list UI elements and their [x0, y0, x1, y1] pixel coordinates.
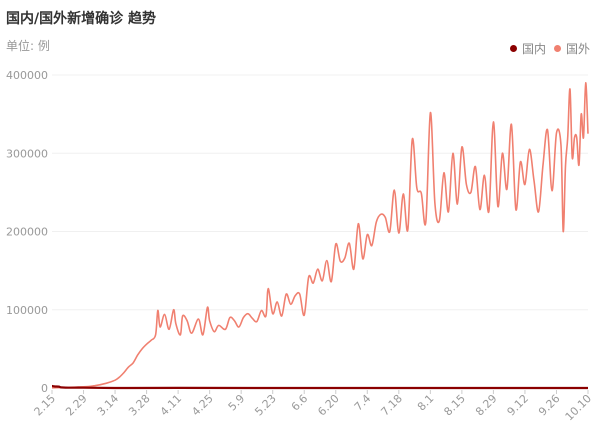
x-tick: 10.10: [563, 390, 594, 423]
x-tick-label: 5.9: [226, 392, 248, 414]
x-tick: 6.20: [315, 390, 342, 418]
x-tick: 4.25: [189, 390, 216, 418]
y-tick-label: 0: [41, 382, 48, 395]
x-tick-label: 8.1: [415, 392, 437, 414]
grid-lines: [52, 74, 588, 311]
x-tick-label: 7.18: [378, 392, 405, 419]
x-tick: 4.11: [158, 390, 185, 419]
x-tick: 8.1: [415, 390, 437, 414]
x-tick-label: 2.15: [32, 392, 59, 419]
x-tick: 5.23: [252, 390, 279, 418]
chart-legend: 国内 国外: [502, 40, 590, 57]
x-tick-label: 5.23: [252, 392, 279, 419]
x-tick: 9.26: [536, 390, 563, 418]
x-axis-ticks: 2.15 2.29 3.14 3.28 4.11 4.25 5.9 5.23 6.6 6.20 7.…: [32, 390, 594, 423]
series-lines: [51, 81, 589, 390]
x-tick: 8.15: [441, 390, 468, 418]
legend-label-foreign: 国外: [565, 42, 590, 56]
x-tick-label: 7.4: [352, 392, 374, 414]
x-tick: 5.9: [226, 390, 248, 414]
x-tick: 6.6: [289, 390, 311, 414]
x-tick: 8.29: [473, 390, 500, 418]
x-tick: 2.29: [63, 390, 90, 418]
y-tick-label: 300000: [6, 147, 48, 160]
x-tick-label: 3.14: [95, 392, 122, 419]
legend-item-foreign[interactable]: 国外: [553, 40, 590, 57]
y-tick-label: 100000: [6, 304, 48, 317]
x-tick: 7.4: [352, 390, 374, 414]
legend-label-domestic: 国内: [521, 42, 546, 56]
x-tick-label: 8.15: [441, 392, 468, 419]
legend-dot-domestic: [509, 45, 517, 52]
x-tick: 9.12: [505, 390, 532, 419]
x-tick-label: 6.20: [315, 392, 342, 419]
legend-dot-foreign: [553, 45, 561, 52]
y-tick-label: 200000: [6, 226, 48, 239]
x-tick-label: 10.10: [563, 392, 594, 423]
chart-title: 国内/国外新增确诊 趋势: [6, 11, 156, 27]
x-tick-label: 3.28: [126, 392, 153, 419]
x-tick: 3.28: [126, 390, 153, 418]
x-tick-label: 8.29: [473, 392, 500, 419]
y-axis-ticks: 0 100000 200000 300000 400000: [6, 69, 48, 395]
x-tick: 7.18: [378, 390, 405, 418]
unit-label: 单位: 例: [6, 39, 50, 53]
legend-item-domestic[interactable]: 国内: [509, 40, 546, 57]
x-tick-label: 9.12: [505, 392, 532, 419]
series-line-domestic[interactable]: [51, 384, 588, 390]
x-tick-label: 6.6: [289, 392, 311, 414]
x-tick-label: 9.26: [536, 392, 563, 419]
x-tick: 3.14: [95, 390, 122, 419]
x-tick-label: 4.11: [158, 392, 185, 419]
y-tick-label: 400000: [6, 69, 48, 82]
x-tick-label: 4.25: [189, 392, 216, 419]
x-tick-label: 2.29: [63, 392, 90, 419]
series-line-foreign[interactable]: [51, 81, 589, 389]
